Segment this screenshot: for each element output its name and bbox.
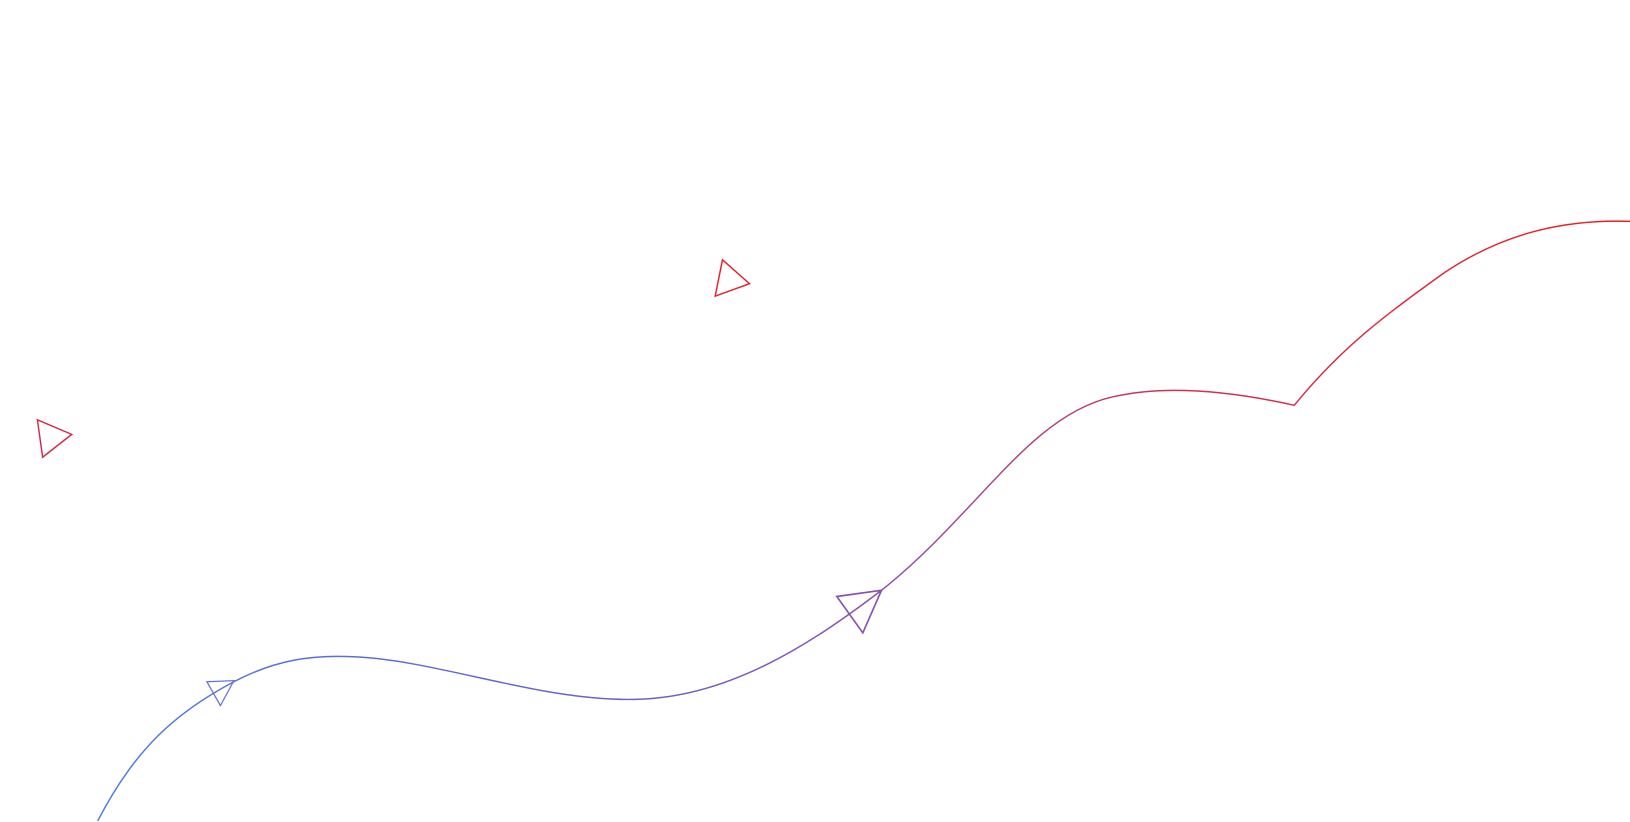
paper-plane xyxy=(835,589,883,635)
flight-curve xyxy=(97,220,1630,822)
paper-plane xyxy=(714,258,751,298)
paper-plane xyxy=(205,680,235,707)
paper-plane xyxy=(36,418,74,459)
